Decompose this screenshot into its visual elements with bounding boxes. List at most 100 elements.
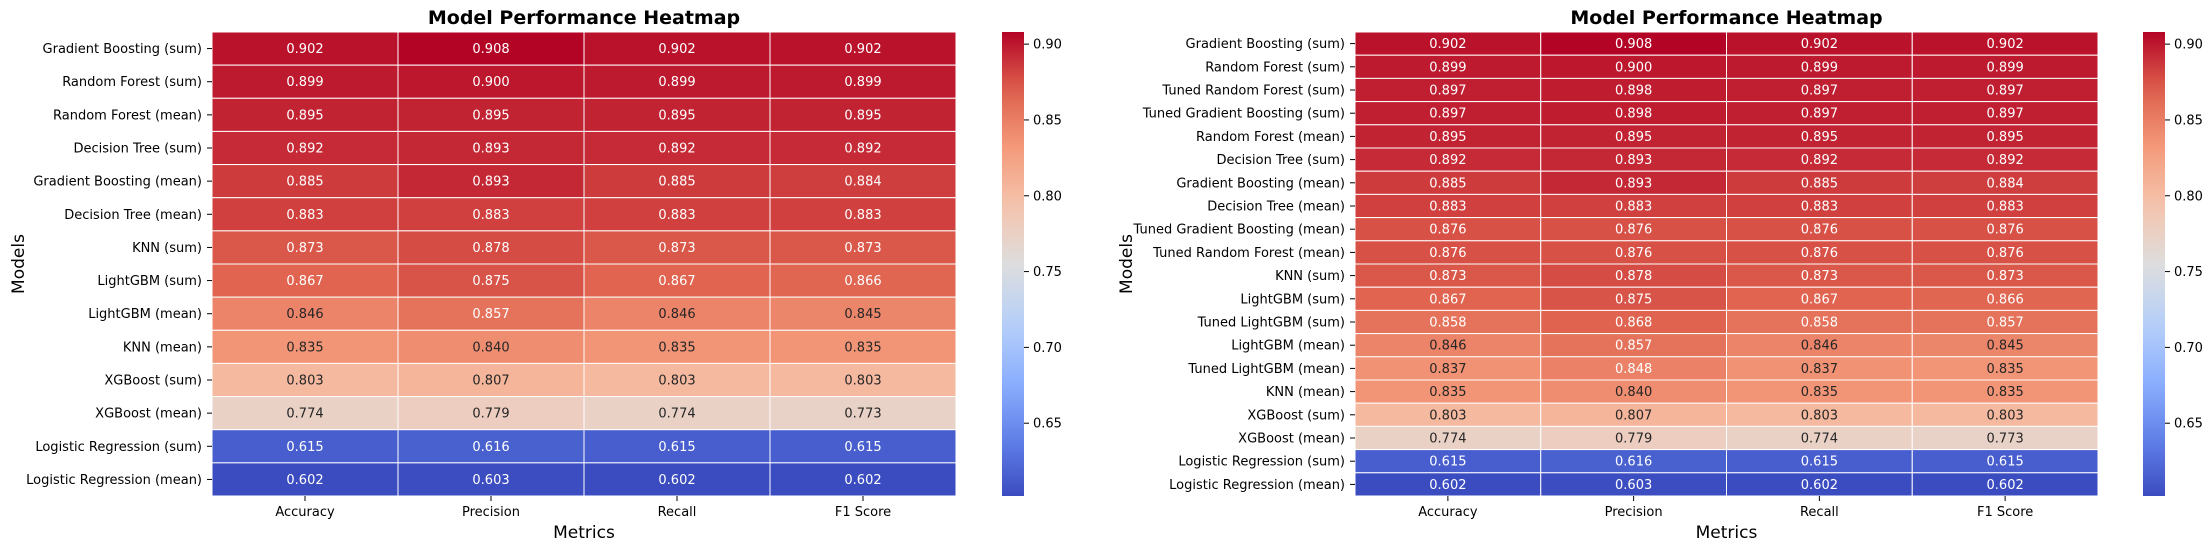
row-tick-label: XGBoost (sum) [104,374,202,389]
colorbar-tick-label: 0.85 [1033,113,1062,128]
colorbar-tick-label: 0.75 [1033,265,1062,280]
cell-value-label: 0.779 [1615,432,1652,447]
cell-value-label: 0.897 [1987,107,2024,122]
heatmap-cell [397,31,585,66]
cell-value-label: 0.892 [286,142,323,157]
heatmap-cell [769,64,957,99]
row-tick-label: Logistic Regression (mean) [1169,478,1345,493]
row-tick-label: Decision Tree (mean) [64,208,202,223]
row-tick-label: Random Forest (mean) [1196,130,1345,145]
heatmap-cell [769,230,957,265]
cell-value-label: 0.774 [658,407,695,422]
cell-value-label: 0.893 [472,175,509,190]
cell-value-label: 0.866 [1987,292,2024,307]
cell-value-label: 0.883 [1615,200,1652,215]
cell-value-label: 0.902 [286,42,323,57]
heatmap-cell [769,296,957,331]
heatmap-cell [769,462,957,497]
cell-value-label: 0.774 [286,407,323,422]
heatmap-cell [769,263,957,298]
cell-value-label: 0.779 [472,407,509,422]
row-tick-label: LightGBM (sum) [1240,292,1345,307]
cell-value-label: 0.892 [1429,153,1466,168]
cell-value-label: 0.602 [844,473,881,488]
cell-value-label: 0.774 [1429,432,1466,447]
cell-value-label: 0.803 [1429,408,1466,423]
heatmap-cell [583,130,771,166]
cell-value-label: 0.899 [844,75,881,90]
cell-value-label: 0.876 [1429,246,1466,261]
cell-value-label: 0.902 [1801,37,1838,52]
cell-value-label: 0.615 [286,440,323,455]
cell-value-label: 0.835 [658,340,695,355]
heatmap-cell [397,197,585,232]
cell-value-label: 0.846 [658,307,695,322]
cell-value-label: 0.897 [1801,84,1838,99]
heatmap-cell [211,31,399,66]
cell-value-label: 0.876 [1615,246,1652,261]
heatmap-cell [769,164,957,199]
cell-value-label: 0.902 [1987,37,2024,52]
heatmap-cell [769,362,957,398]
chart-title: Model Performance Heatmap [1570,7,1882,29]
row-tick-label: Logistic Regression (sum) [35,440,202,455]
row-tick-label: XGBoost (mean) [1238,432,1345,447]
cell-value-label: 0.616 [472,440,509,455]
cell-value-label: 0.803 [844,374,881,389]
cell-value-label: 0.840 [1615,385,1652,400]
cell-value-label: 0.873 [286,241,323,256]
cell-value-label: 0.892 [1801,153,1838,168]
cell-value-label: 0.846 [1429,339,1466,354]
cell-value-label: 0.774 [1801,432,1838,447]
cell-value-label: 0.807 [1615,408,1652,423]
cell-value-label: 0.616 [1615,455,1652,470]
x-axis-label: Metrics [553,523,615,543]
colorbar-tick-label: 0.90 [1033,38,1062,53]
cell-value-label: 0.857 [1615,339,1652,354]
heatmap-cell [397,296,585,331]
cell-value-label: 0.803 [658,374,695,389]
heatmap-cell [211,296,399,331]
y-axis-label: Models [9,234,29,294]
cell-value-label: 0.867 [286,274,323,289]
colorbar [2143,32,2165,496]
cell-value-label: 0.803 [286,374,323,389]
cell-value-label: 0.895 [658,108,695,123]
heatmap-cell [583,429,771,464]
row-tick-label: Random Forest (sum) [62,75,202,90]
heatmap-cell [583,31,771,66]
cell-value-label: 0.876 [1801,246,1838,261]
column-tick-label: Precision [462,505,520,520]
y-axis-label: Models [1117,234,1137,294]
row-tick-label: Tuned LightGBM (mean) [1187,362,1345,377]
row-tick-label: XGBoost (sum) [1247,408,1345,423]
cell-value-label: 0.898 [1615,84,1652,99]
cell-value-label: 0.602 [658,473,695,488]
cell-value-label: 0.868 [1615,316,1652,331]
cell-value-label: 0.773 [844,407,881,422]
cell-value-label: 0.897 [1987,84,2024,99]
cell-value-label: 0.867 [1801,292,1838,307]
row-tick-label: Gradient Boosting (mean) [1176,176,1345,191]
row-tick-label: Logistic Regression (mean) [26,473,202,488]
cell-value-label: 0.895 [1615,130,1652,145]
cell-value-label: 0.899 [1429,60,1466,75]
cell-value-label: 0.803 [1987,408,2024,423]
cell-value-label: 0.900 [472,75,509,90]
heatmap-cell [769,97,957,132]
cell-value-label: 0.876 [1615,223,1652,238]
cell-value-label: 0.893 [472,142,509,157]
cell-value-label: 0.858 [1429,316,1466,331]
cell-value-label: 0.899 [1801,60,1838,75]
cell-value-label: 0.835 [1987,385,2024,400]
cell-value-label: 0.878 [472,241,509,256]
row-tick-label: LightGBM (mean) [1231,339,1345,354]
cell-value-label: 0.602 [286,473,323,488]
heatmap-cell [769,396,957,431]
heatmap-cell [211,130,399,166]
cell-value-label: 0.902 [658,42,695,57]
cell-value-label: 0.898 [1615,107,1652,122]
cell-value-label: 0.602 [1429,478,1466,493]
colorbar-tick-label: 0.85 [2174,113,2203,128]
